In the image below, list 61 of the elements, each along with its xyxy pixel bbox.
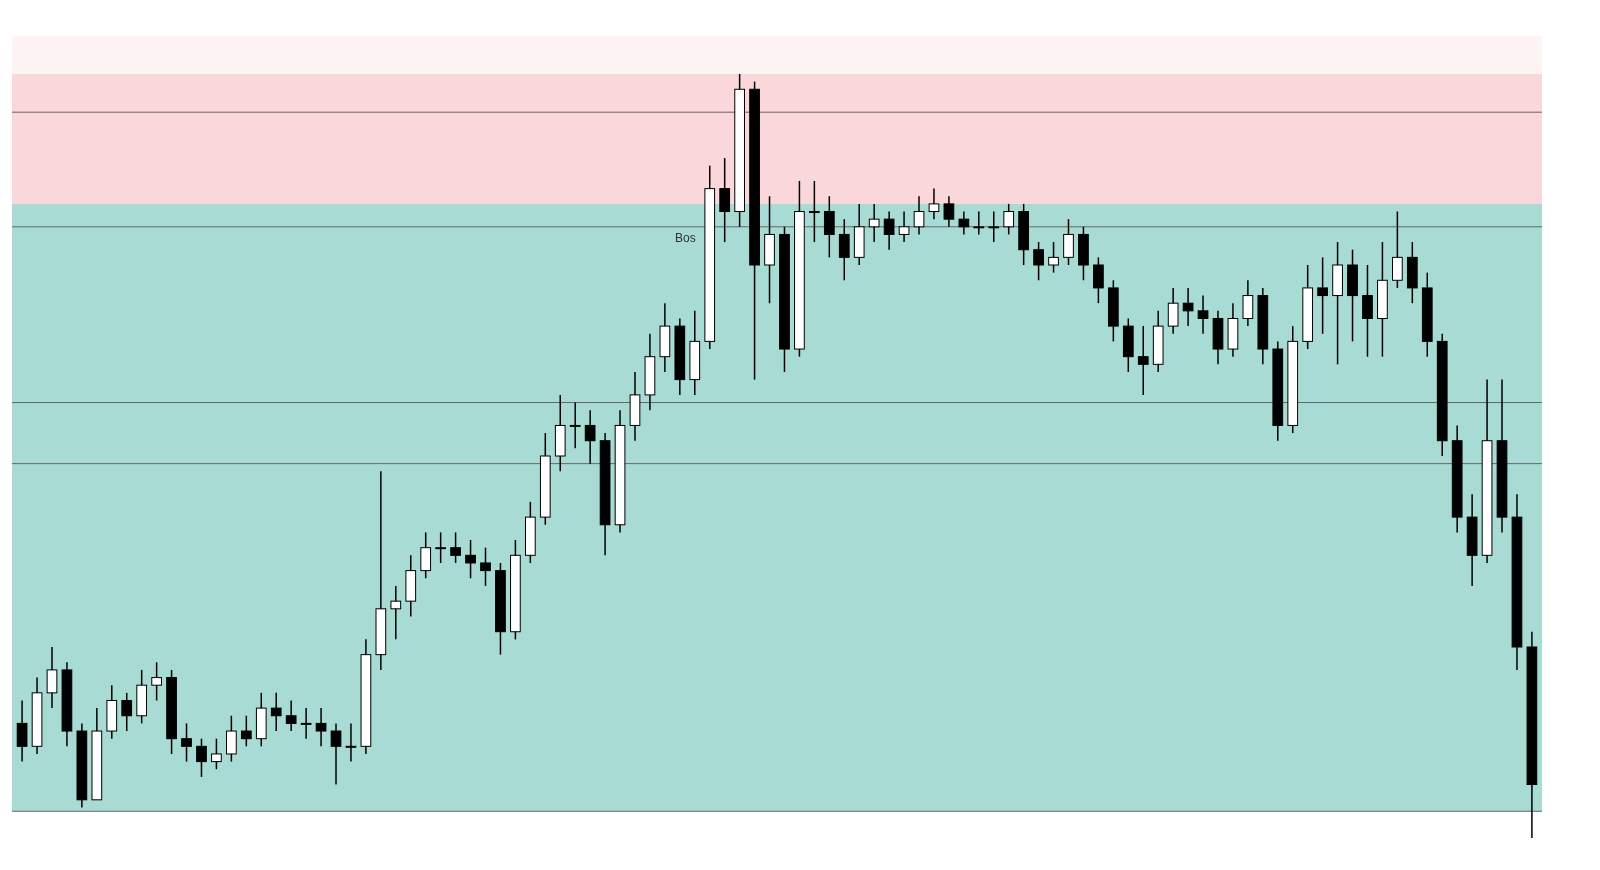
candlestick (1242, 279, 1254, 327)
candlestick (898, 210, 910, 243)
candlestick (1466, 493, 1478, 587)
candlestick (31, 676, 43, 755)
candlestick (569, 401, 581, 450)
candlestick (360, 638, 372, 755)
candlestick (330, 722, 342, 786)
candlestick (853, 203, 865, 266)
candlestick (1362, 264, 1373, 358)
candlestick (375, 470, 387, 671)
candlestick (599, 432, 611, 557)
candlestick (1496, 378, 1508, 534)
candlestick (674, 317, 686, 396)
candlestick (1167, 287, 1179, 335)
candlestick (958, 210, 970, 236)
candlestick (76, 722, 88, 809)
candlestick (943, 195, 955, 228)
candlestick (345, 722, 357, 763)
candlestick (1197, 294, 1209, 335)
candlestick (285, 699, 297, 732)
candlestick (315, 707, 327, 748)
annotation: Bos (674, 231, 696, 246)
candlestick (1272, 340, 1284, 442)
candlestick (644, 333, 656, 411)
candlestick (614, 409, 626, 534)
candlestick (988, 210, 1000, 243)
candlestick (300, 707, 312, 740)
candlestick (659, 302, 671, 373)
candlestick (1481, 378, 1493, 564)
candlestick (1182, 287, 1194, 327)
candlestick (629, 371, 641, 442)
candlestick (928, 187, 940, 220)
candlestick (913, 195, 925, 236)
candlestick (809, 180, 820, 243)
candlestick (1526, 630, 1538, 839)
candlestick (764, 195, 775, 304)
candlestick (1257, 287, 1269, 366)
candlestick (390, 585, 402, 641)
candlestick (405, 554, 417, 618)
candlestick (689, 310, 701, 396)
candlestick (16, 699, 28, 763)
candlestick (1511, 493, 1523, 671)
candlestick (61, 661, 73, 748)
candlestick (1227, 302, 1239, 358)
candlestick (883, 210, 895, 251)
candlestick (1377, 241, 1388, 358)
candlestick (1137, 325, 1149, 396)
candlestick (719, 157, 731, 243)
candlestick (554, 394, 566, 473)
candlestick (46, 646, 58, 709)
candlestick (1436, 333, 1448, 457)
candlestick (1152, 310, 1164, 373)
candlestick (270, 692, 282, 732)
candlestick (868, 203, 880, 243)
candlestick (973, 210, 985, 236)
candlestick (1451, 424, 1463, 534)
candlestick (106, 684, 118, 740)
candlestick (1212, 310, 1224, 366)
candlestick (1317, 256, 1328, 335)
candlestick (584, 409, 596, 465)
candlestick (1332, 241, 1343, 366)
